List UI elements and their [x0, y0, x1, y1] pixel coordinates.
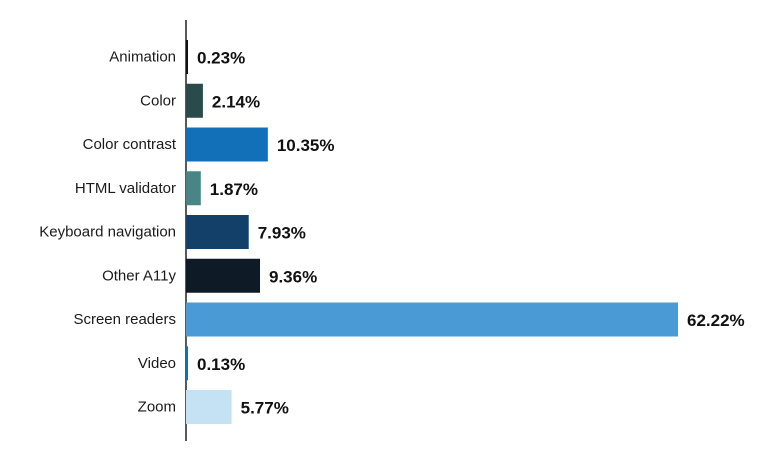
value-label-color-contrast: 10.35%: [277, 136, 335, 155]
bar-color-contrast: [186, 127, 268, 162]
bar-screen-readers: [186, 302, 678, 337]
category-label-animation: Animation: [109, 49, 176, 66]
bar-zoom: [186, 390, 232, 424]
value-label-screen-readers: 62.22%: [687, 311, 745, 330]
category-label-color-contrast: Color contrast: [83, 136, 177, 153]
value-label-video: 0.13%: [197, 355, 245, 374]
value-label-html-validator: 1.87%: [210, 180, 258, 199]
value-label-other-a11y: 9.36%: [269, 267, 317, 286]
bar-video: [186, 346, 188, 381]
category-label-keyboard-navigation: Keyboard navigation: [39, 224, 176, 241]
category-label-color: Color: [140, 92, 176, 109]
bar-keyboard-navigation: [186, 215, 249, 249]
value-label-zoom: 5.77%: [241, 399, 289, 418]
bars-group: Animation 0.23% Color 2.14% Color contrast 10…: [39, 40, 745, 424]
category-label-video: Video: [138, 355, 176, 372]
category-label-other-a11y: Other A11y: [102, 267, 176, 284]
category-label-zoom: Zoom: [138, 399, 176, 416]
bar-color: [186, 83, 203, 118]
value-label-keyboard-navigation: 7.93%: [258, 224, 306, 243]
bar-other-a11y: [186, 258, 261, 293]
bar-html-validator: [186, 171, 201, 206]
value-label-animation: 0.23%: [197, 49, 245, 68]
bar-animation: [186, 40, 188, 74]
value-label-color: 2.14%: [212, 92, 260, 111]
category-label-screen-readers: Screen readers: [73, 311, 176, 328]
category-label-html-validator: HTML validator: [75, 180, 176, 197]
